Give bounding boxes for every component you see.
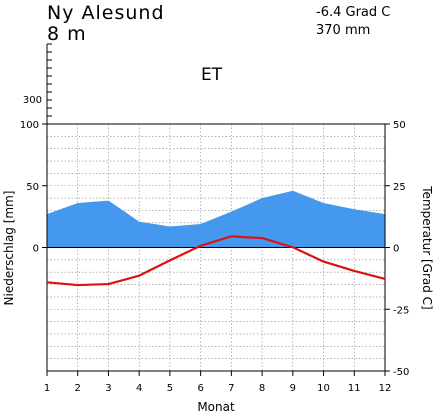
x-tick-label: 11: [348, 383, 361, 394]
x-tick-label: 10: [317, 383, 330, 394]
climate-classification: ET: [201, 65, 223, 85]
upper-precip-axis: 300: [23, 43, 52, 124]
mean-temperature: -6.4 Grad C: [316, 5, 390, 20]
right-axis-label: Temperatur [Grad C]: [420, 185, 434, 309]
left-tick-label: 50: [26, 182, 39, 193]
left-axis-label: Niederschlag [mm]: [2, 191, 16, 306]
x-tick-label: 3: [105, 383, 111, 394]
right-tick-label: 50: [393, 120, 406, 131]
right-tick-label: 0: [393, 244, 399, 255]
left-tick-label: 0: [33, 244, 39, 255]
x-tick-label: 2: [75, 383, 81, 394]
right-tick-label: -50: [393, 367, 409, 378]
x-tick-label: 6: [197, 383, 203, 394]
x-tick-label: 9: [290, 383, 296, 394]
precipitation-layer: [47, 190, 385, 248]
x-tick-label: 7: [228, 383, 234, 394]
temperature-layer: [46, 235, 386, 287]
x-tick-label: 5: [167, 383, 173, 394]
station-name: Ny Alesund: [47, 2, 165, 24]
right-tick-label: -25: [393, 305, 409, 316]
right-tick-label: 25: [393, 182, 406, 193]
upper-axis-tick-label: 300: [23, 95, 42, 106]
temperature-line: [46, 235, 386, 287]
left-tick-label: 100: [20, 120, 39, 131]
x-axis-label: Monat: [197, 400, 235, 414]
x-tick-label: 1: [44, 383, 50, 394]
annual-precipitation: 370 mm: [316, 23, 370, 38]
x-tick-label: 12: [379, 383, 392, 394]
x-tick-label: 4: [136, 383, 142, 394]
x-tick-label: 8: [259, 383, 265, 394]
station-elevation: 8 m: [47, 23, 87, 45]
precipitation-area: [47, 190, 385, 248]
